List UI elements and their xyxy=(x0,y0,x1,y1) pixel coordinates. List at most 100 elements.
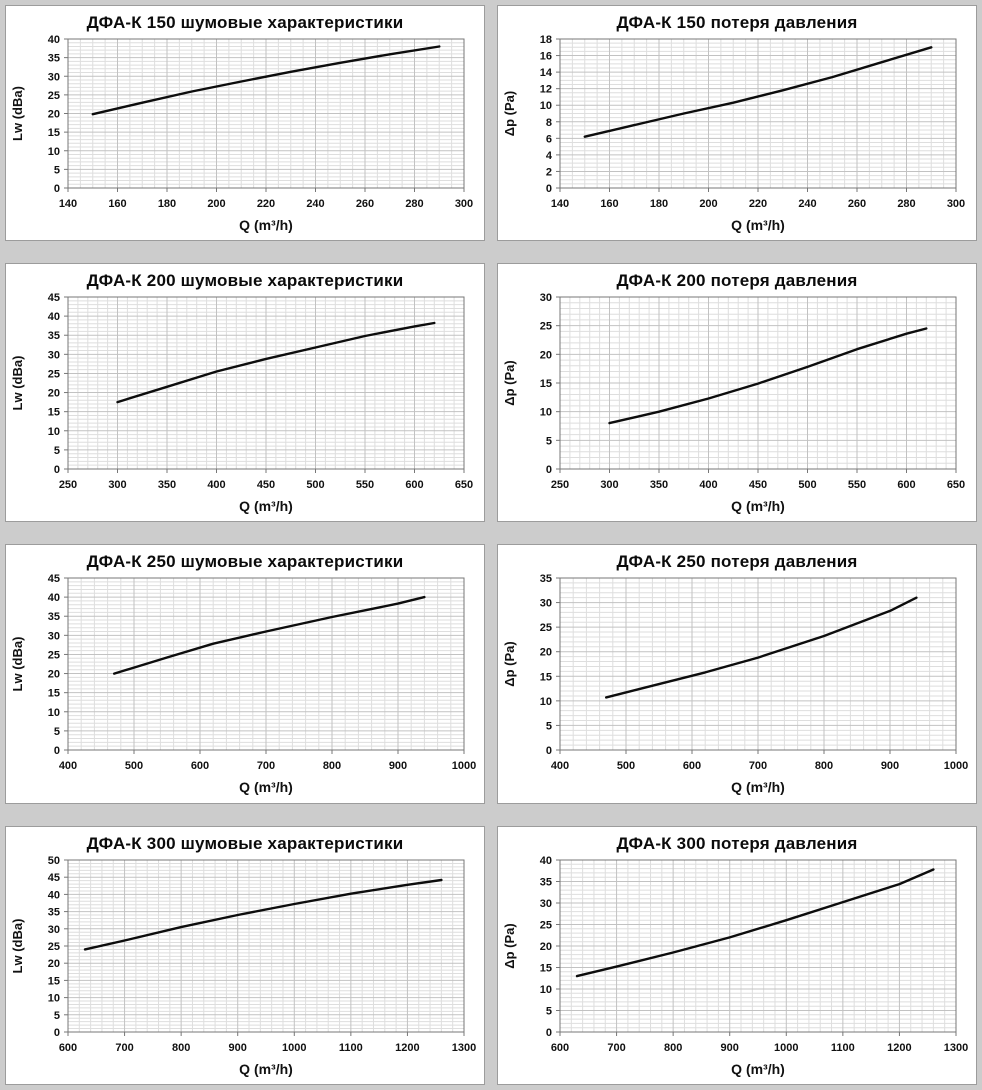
svg-text:15: 15 xyxy=(540,378,552,390)
svg-text:45: 45 xyxy=(48,292,60,304)
svg-text:300: 300 xyxy=(455,198,473,210)
chart-canvas: 600 700 800 900 1000 1100 1200 1300 0 5 10 15 20 25 30… xyxy=(498,854,976,1084)
svg-text:Q (m³/h): Q (m³/h) xyxy=(239,1061,293,1077)
svg-text:180: 180 xyxy=(650,198,668,210)
svg-text:5: 5 xyxy=(54,164,60,176)
svg-text:35: 35 xyxy=(48,612,60,624)
svg-text:140: 140 xyxy=(551,198,569,210)
svg-text:40: 40 xyxy=(48,889,60,901)
svg-text:Δp (Pa): Δp (Pa) xyxy=(502,923,517,968)
svg-text:350: 350 xyxy=(158,479,176,491)
svg-text:Lw (dBa): Lw (dBa) xyxy=(10,637,25,692)
svg-text:550: 550 xyxy=(356,479,374,491)
svg-text:25: 25 xyxy=(48,368,60,380)
svg-text:700: 700 xyxy=(749,760,767,772)
svg-text:5: 5 xyxy=(54,445,60,457)
svg-text:20: 20 xyxy=(540,647,552,659)
svg-text:900: 900 xyxy=(721,1042,739,1054)
svg-text:20: 20 xyxy=(48,958,60,970)
svg-text:400: 400 xyxy=(207,479,225,491)
svg-text:600: 600 xyxy=(59,1042,77,1054)
svg-text:25: 25 xyxy=(540,919,552,931)
svg-text:20: 20 xyxy=(540,349,552,361)
svg-text:15: 15 xyxy=(48,407,60,419)
svg-text:35: 35 xyxy=(540,876,552,888)
svg-text:35: 35 xyxy=(48,330,60,342)
svg-text:240: 240 xyxy=(306,198,324,210)
svg-text:8: 8 xyxy=(546,117,552,129)
svg-text:350: 350 xyxy=(650,479,668,491)
svg-text:900: 900 xyxy=(881,760,899,772)
svg-text:40: 40 xyxy=(48,34,60,46)
svg-text:45: 45 xyxy=(48,573,60,585)
chart-canvas: 400 500 600 700 800 900 1000 0 5 10 15 20 25 30 35 Q (m… xyxy=(498,572,976,802)
svg-text:160: 160 xyxy=(108,198,126,210)
svg-text:1000: 1000 xyxy=(774,1042,798,1054)
svg-text:Q (m³/h): Q (m³/h) xyxy=(239,498,293,514)
svg-text:2: 2 xyxy=(546,166,552,178)
chart-panel-dfa-k-200-pressure: ДФА-К 200 потеря давления 250 300 350 400 45… xyxy=(497,263,977,523)
svg-text:40: 40 xyxy=(540,855,552,867)
svg-text:25: 25 xyxy=(540,321,552,333)
svg-text:1000: 1000 xyxy=(452,760,476,772)
chart-title: ДФА-К 150 потеря давления xyxy=(616,13,858,32)
svg-text:1000: 1000 xyxy=(282,1042,306,1054)
svg-text:600: 600 xyxy=(405,479,423,491)
svg-text:6: 6 xyxy=(546,133,552,145)
svg-text:800: 800 xyxy=(815,760,833,772)
svg-text:220: 220 xyxy=(749,198,767,210)
chart-panel-dfa-k-250-pressure: ДФА-К 250 потеря давления 400 500 600 700 80… xyxy=(497,544,977,804)
svg-text:4: 4 xyxy=(546,150,553,162)
chart-panel-dfa-k-150-noise: ДФА-К 150 шумовые характеристики 140 160 1… xyxy=(5,5,485,241)
svg-text:1200: 1200 xyxy=(395,1042,419,1054)
svg-text:45: 45 xyxy=(48,872,60,884)
svg-text:Q (m³/h): Q (m³/h) xyxy=(239,779,293,795)
svg-text:10: 10 xyxy=(48,426,60,438)
svg-text:35: 35 xyxy=(48,53,60,65)
svg-text:1300: 1300 xyxy=(944,1042,968,1054)
svg-text:400: 400 xyxy=(59,760,77,772)
svg-text:180: 180 xyxy=(158,198,176,210)
svg-text:30: 30 xyxy=(540,898,552,910)
svg-text:30: 30 xyxy=(540,598,552,610)
svg-text:280: 280 xyxy=(405,198,423,210)
chart-canvas: 250 300 350 400 450 500 550 600 650 0 5 10 15 20 25 30 3… xyxy=(6,291,484,521)
svg-text:600: 600 xyxy=(897,479,915,491)
svg-text:200: 200 xyxy=(207,198,225,210)
svg-text:30: 30 xyxy=(48,923,60,935)
svg-text:160: 160 xyxy=(600,198,618,210)
svg-text:30: 30 xyxy=(540,292,552,304)
svg-text:30: 30 xyxy=(48,349,60,361)
chart-canvas: 140 160 180 200 220 240 260 280 300 0 2 4 6 8 10 12 14 16… xyxy=(498,33,976,240)
chart-canvas: 400 500 600 700 800 900 1000 0 5 10 15 20 25 30 35 40 45… xyxy=(6,572,484,802)
svg-text:450: 450 xyxy=(749,479,767,491)
svg-text:1000: 1000 xyxy=(944,760,968,772)
svg-text:700: 700 xyxy=(115,1042,133,1054)
chart-title: ДФА-К 200 потеря давления xyxy=(616,271,858,290)
svg-text:600: 600 xyxy=(551,1042,569,1054)
chart-title: ДФА-К 250 шумовые характеристики xyxy=(86,552,404,572)
svg-text:20: 20 xyxy=(48,669,60,681)
svg-text:800: 800 xyxy=(664,1042,682,1054)
chart-title: ДФА-К 250 потеря давления xyxy=(616,552,858,572)
chart-canvas: 600 700 800 900 1000 1100 1200 1300 0 5 10 15 20 25 30… xyxy=(6,854,484,1084)
svg-text:500: 500 xyxy=(125,760,143,772)
svg-text:800: 800 xyxy=(323,760,341,772)
svg-text:Q (m³/h): Q (m³/h) xyxy=(731,779,785,795)
svg-text:20: 20 xyxy=(48,388,60,400)
svg-text:800: 800 xyxy=(172,1042,190,1054)
svg-text:25: 25 xyxy=(48,941,60,953)
svg-text:25: 25 xyxy=(540,622,552,634)
svg-text:5: 5 xyxy=(546,435,552,447)
svg-text:10: 10 xyxy=(540,407,552,419)
svg-text:5: 5 xyxy=(54,1009,60,1021)
svg-text:Q (m³/h): Q (m³/h) xyxy=(731,1061,785,1077)
svg-text:50: 50 xyxy=(48,855,60,867)
svg-text:0: 0 xyxy=(546,745,552,757)
svg-text:15: 15 xyxy=(540,672,552,684)
svg-text:400: 400 xyxy=(551,760,569,772)
svg-text:Lw (dBa): Lw (dBa) xyxy=(10,356,25,411)
svg-text:Lw (dBa): Lw (dBa) xyxy=(10,86,25,141)
svg-text:5: 5 xyxy=(546,721,552,733)
